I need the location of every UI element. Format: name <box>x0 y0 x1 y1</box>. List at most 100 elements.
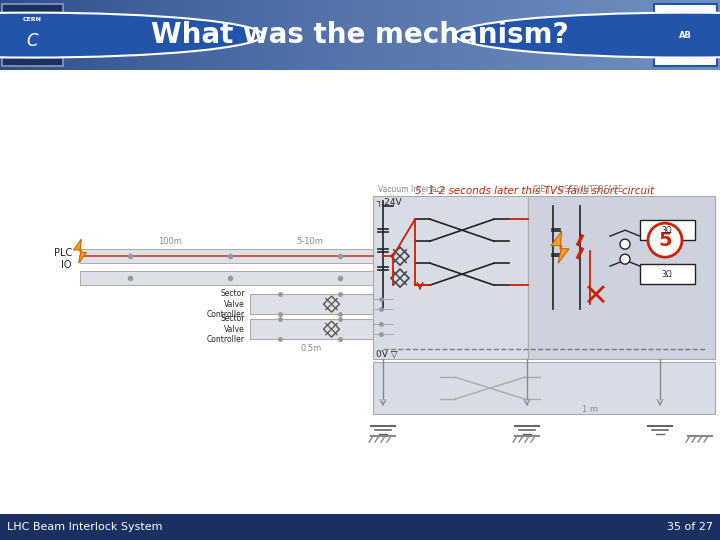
Bar <box>173 0 176 70</box>
Bar <box>518 0 521 70</box>
Bar <box>178 0 181 70</box>
Bar <box>459 0 462 70</box>
Bar <box>701 0 704 70</box>
Bar <box>432 0 435 70</box>
Bar <box>110 0 114 70</box>
Bar <box>70 0 73 70</box>
Text: 1 m: 1 m <box>582 405 598 414</box>
Bar <box>180 0 183 70</box>
Text: What was the mechanism?: What was the mechanism? <box>151 21 569 49</box>
Bar <box>509 0 512 70</box>
Bar <box>372 0 375 70</box>
Bar <box>585 0 589 70</box>
Bar <box>495 0 498 70</box>
Bar <box>631 0 634 70</box>
Bar <box>446 0 449 70</box>
Bar <box>689 0 692 70</box>
Bar <box>454 0 456 70</box>
Bar <box>547 0 550 70</box>
Bar <box>600 0 603 70</box>
Bar <box>99 0 102 70</box>
Bar <box>449 0 452 70</box>
Bar <box>216 0 219 70</box>
Bar <box>373 196 528 359</box>
Bar <box>2 0 6 70</box>
Bar <box>0 0 3 70</box>
Bar <box>475 0 478 70</box>
Bar <box>554 0 557 70</box>
Bar <box>423 0 426 70</box>
Bar <box>250 294 373 314</box>
Bar <box>80 271 373 285</box>
Bar <box>108 0 111 70</box>
Bar <box>401 0 404 70</box>
Bar <box>516 0 519 70</box>
Bar <box>137 0 140 70</box>
Bar <box>343 0 346 70</box>
Bar <box>204 0 207 70</box>
Bar <box>333 0 337 70</box>
Bar <box>511 0 514 70</box>
Bar <box>374 0 377 70</box>
Bar <box>223 0 226 70</box>
Bar <box>377 0 380 70</box>
Bar <box>711 0 714 70</box>
Bar <box>77 0 80 70</box>
Bar <box>149 0 152 70</box>
Bar <box>355 0 359 70</box>
Bar <box>434 0 438 70</box>
Bar <box>521 0 524 70</box>
Bar <box>207 0 210 70</box>
Bar <box>24 0 27 70</box>
Bar <box>662 0 665 70</box>
Bar <box>360 0 363 70</box>
Text: 0.5m: 0.5m <box>301 344 322 353</box>
Polygon shape <box>551 231 569 263</box>
Bar <box>682 0 685 70</box>
Bar <box>86 0 89 70</box>
Bar <box>405 0 409 70</box>
Bar <box>610 0 613 70</box>
Polygon shape <box>73 239 86 263</box>
Bar <box>382 0 384 70</box>
Bar <box>53 0 56 70</box>
Bar <box>578 0 582 70</box>
Bar <box>36 0 39 70</box>
Bar <box>473 0 476 70</box>
Bar <box>549 0 553 70</box>
Bar <box>418 0 420 70</box>
Bar <box>297 0 301 70</box>
Bar <box>12 0 15 70</box>
Bar <box>490 0 492 70</box>
Bar <box>127 0 130 70</box>
Bar <box>286 0 289 70</box>
Bar <box>718 0 720 70</box>
Text: 5-10m: 5-10m <box>297 237 323 246</box>
Bar <box>562 0 564 70</box>
Text: Sector
Valve
Controller: Sector Valve Controller <box>207 289 245 319</box>
Text: Sector
Valve
Controller: Sector Valve Controller <box>207 314 245 344</box>
Bar <box>166 0 168 70</box>
Bar <box>266 0 269 70</box>
Bar <box>257 0 260 70</box>
Bar <box>199 0 202 70</box>
Bar <box>60 0 63 70</box>
Bar <box>358 0 361 70</box>
Bar <box>538 0 541 70</box>
Bar <box>274 0 276 70</box>
Bar <box>513 0 517 70</box>
Bar <box>408 0 411 70</box>
Bar <box>463 0 467 70</box>
Bar <box>163 0 166 70</box>
Bar <box>444 0 447 70</box>
Bar <box>22 0 24 70</box>
Bar <box>545 0 548 70</box>
Bar <box>122 0 125 70</box>
Bar <box>396 0 399 70</box>
Circle shape <box>455 12 720 58</box>
Bar <box>182 0 186 70</box>
Bar <box>58 0 60 70</box>
Bar <box>240 0 243 70</box>
Text: 3Ω: 3Ω <box>662 269 672 279</box>
Bar <box>245 0 248 70</box>
